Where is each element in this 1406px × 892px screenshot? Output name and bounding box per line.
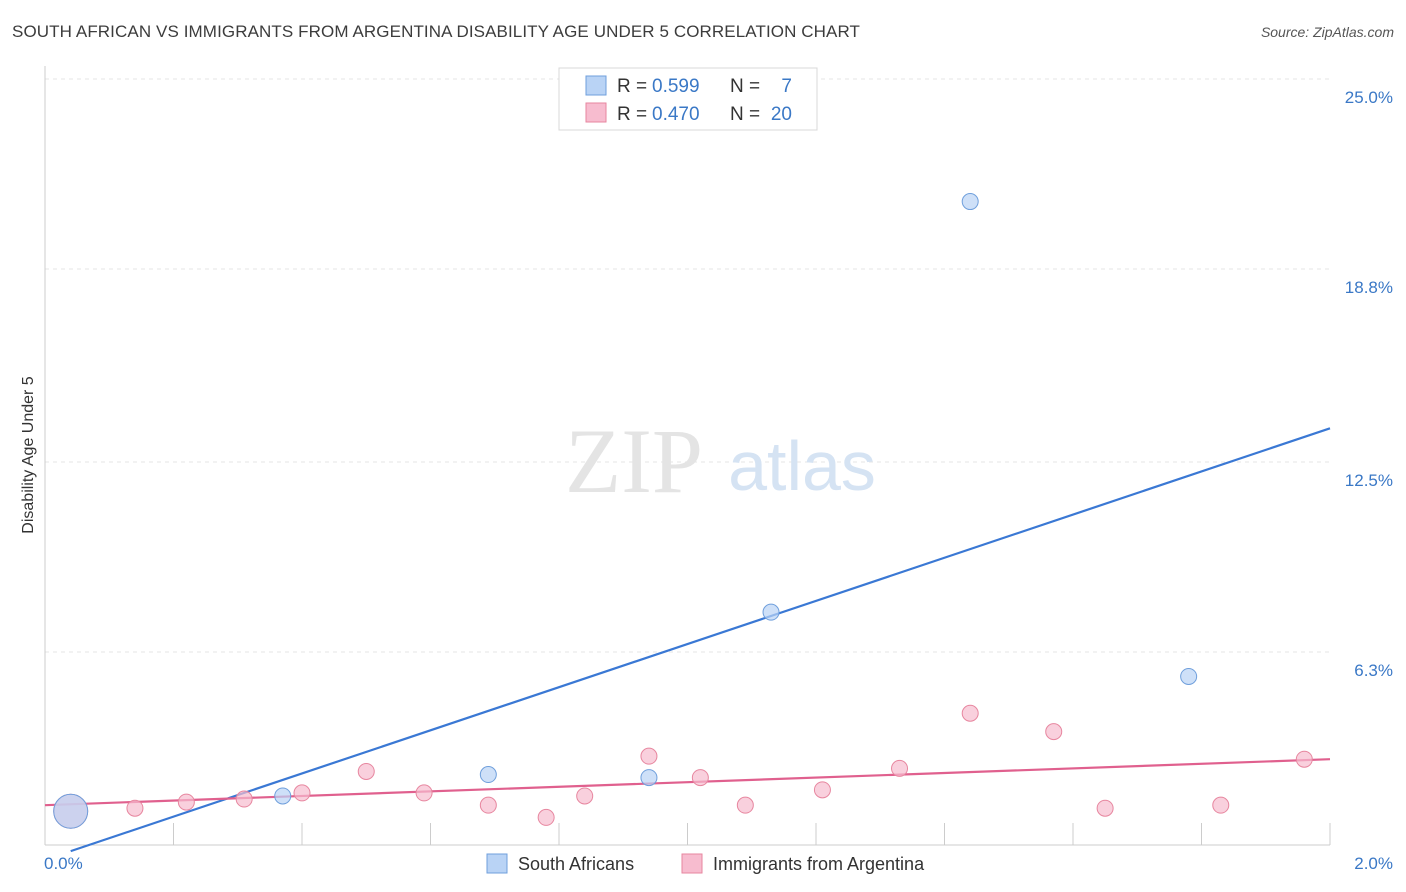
y-axis-title: Disability Age Under 5 [20,376,37,534]
stats-legend: R = 0.599 N = 7 R = 0.470 N = 20 [558,67,818,131]
trend-line-0 [70,427,1331,853]
data-points [53,193,1313,829]
y-tick-labels: 6.3% 12.5% 18.8% 25.0% [1345,88,1393,680]
point-south-africans-5 [961,193,979,211]
watermark-atlas: atlas [728,427,876,505]
series-legend: South Africans Immigrants from Argentina [486,853,925,874]
point-argentina-19 [1295,750,1313,768]
point-argentina-14 [891,759,909,777]
point-argentina-11 [691,769,709,787]
y-tick-label-1: 12.5% [1345,471,1393,490]
legend-swatch-argentina [681,853,703,874]
point-argentina-7 [479,796,497,814]
point-argentina-10 [640,747,658,765]
point-argentina-6 [415,784,433,802]
point-south-africans-6 [1180,667,1198,685]
legend-label-south-africans: South Africans [518,854,634,874]
point-south-africans-0 [53,793,89,829]
grid-lines [45,78,1330,653]
stats-r-value-pink: 0.470 [652,104,700,125]
stats-r-label-pink: R = [617,104,647,125]
point-south-africans-4 [762,603,780,621]
point-argentina-3 [235,790,253,808]
chart-title: SOUTH AFRICAN VS IMMIGRANTS FROM ARGENTI… [12,22,861,41]
point-argentina-4 [293,784,311,802]
stats-swatch-pink [585,102,607,123]
trend-line-1 [44,758,1331,807]
point-south-africans-2 [479,766,497,784]
point-argentina-15 [961,704,979,722]
point-argentina-17 [1096,799,1114,817]
point-south-africans-3 [640,769,658,787]
y-tick-label-0: 6.3% [1354,661,1393,680]
stats-r-value-blue: 0.599 [652,76,700,97]
legend-swatch-south-africans [486,853,508,874]
stats-n-value-pink: 20 [771,104,792,125]
axes [44,66,1331,846]
y-tick-label-2: 18.8% [1345,278,1393,297]
source-label: Source: ZipAtlas.com [1260,24,1394,40]
stats-r-label-blue: R = [617,76,647,97]
point-argentina-18 [1212,796,1230,814]
point-argentina-9 [576,787,594,805]
stats-n-value-blue: 7 [781,76,792,97]
point-argentina-5 [357,762,375,780]
trend-lines [44,427,1331,853]
point-argentina-2 [177,793,195,811]
point-argentina-12 [736,796,754,814]
legend-label-argentina: Immigrants from Argentina [713,854,925,874]
point-argentina-8 [537,808,555,826]
y-tick-label-3: 25.0% [1345,88,1393,107]
x-tick-label-max: 2.0% [1354,854,1393,873]
point-argentina-13 [813,781,831,799]
stats-n-label-blue: N = [730,76,760,97]
x-tick-labels: 0.0% 2.0% [44,854,1393,873]
watermark-zip: ZIP [565,410,703,512]
point-argentina-16 [1045,723,1063,741]
point-argentina-1 [126,799,144,817]
stats-swatch-blue [585,75,607,96]
point-south-africans-1 [274,787,292,805]
stats-n-label-pink: N = [730,104,760,125]
x-tick-label-min: 0.0% [44,854,83,873]
watermark: ZIP atlas [565,410,876,512]
